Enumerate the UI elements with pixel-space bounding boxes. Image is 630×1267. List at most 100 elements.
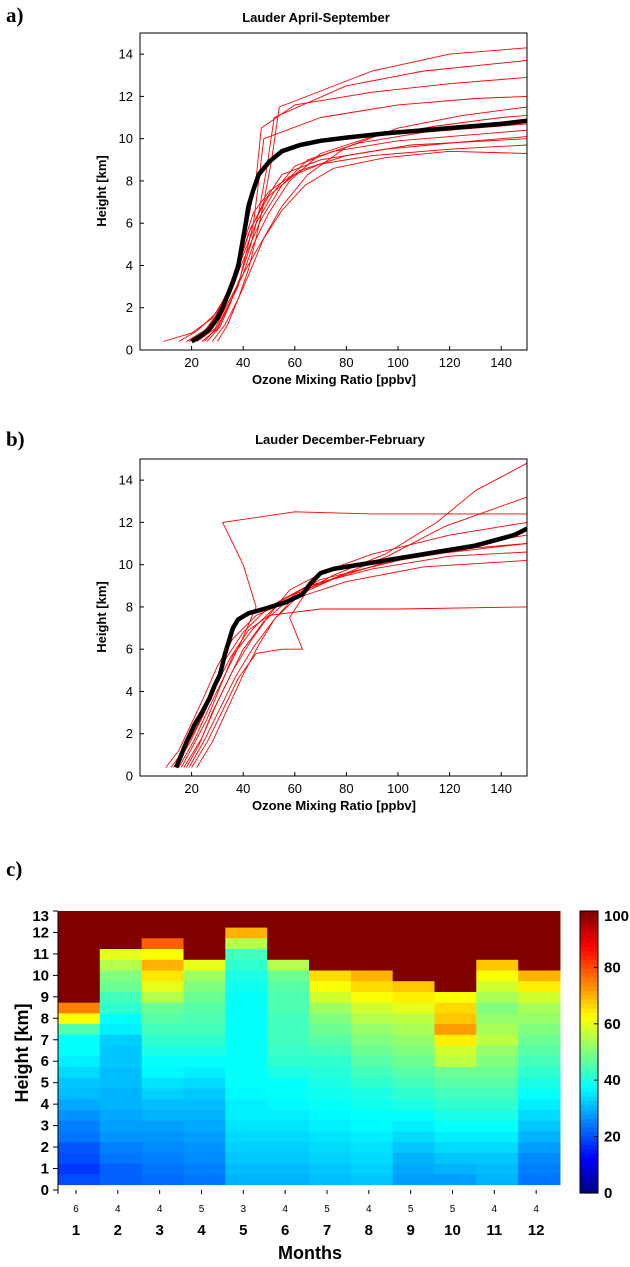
y-tick-label: 3: [41, 1118, 49, 1135]
x-tick-label: 100: [387, 781, 409, 796]
x-tick-label: 40: [236, 355, 250, 370]
heatmap-cell: [99, 959, 143, 971]
heatmap-cell: [350, 1141, 394, 1153]
heatmap-cell: [183, 1045, 226, 1057]
ozone-profile-line-4: [186, 534, 527, 768]
colorbar-swatch: [580, 1091, 598, 1097]
heatmap-cell: [58, 1109, 101, 1121]
heatmap-cell: [141, 948, 184, 960]
heatmap-cell: [267, 1120, 310, 1132]
ozone-profile-line-10: [217, 47, 527, 342]
ozone-profile-line-7: [178, 511, 527, 768]
heatmap-cell: [58, 1055, 101, 1068]
month-label: 9: [406, 1222, 414, 1239]
heatmap-cell: [518, 1173, 561, 1186]
month-label: 3: [155, 1222, 163, 1239]
heatmap-cell: [518, 1077, 561, 1089]
heatmap-cell: [99, 1131, 143, 1143]
y-tick-label: 9: [41, 989, 49, 1006]
colorbar-swatch: [580, 1100, 598, 1106]
colorbar-swatch: [580, 1153, 598, 1159]
heatmap-cell: [58, 927, 101, 939]
ozone-profile-line-8: [191, 76, 527, 342]
ozone-profile-line-2: [170, 551, 527, 768]
heatmap-cell: [434, 1045, 477, 1057]
profile-count-label: 5: [450, 1204, 456, 1215]
heatmap-cell: [518, 1098, 561, 1110]
colorbar-swatch: [580, 1140, 598, 1146]
heatmap-cell: [392, 1088, 435, 1100]
colorbar-swatch: [580, 1074, 598, 1079]
heatmap-cell: [267, 980, 310, 992]
xlabel-b: Ozone Mixing Ratio [ppbv]: [252, 798, 416, 813]
heatmap-cell: [58, 1045, 101, 1057]
heatmap-cell: [58, 1098, 101, 1110]
heatmap-cell: [267, 1141, 310, 1153]
colorbar-swatch: [580, 1188, 598, 1194]
heatmap-cell: [99, 948, 143, 960]
colorbar-tick-label: 40: [604, 1072, 621, 1089]
heatmap-cell: [518, 1109, 561, 1121]
y-tick-label: 7: [41, 1032, 49, 1049]
heatmap-cell: [476, 1023, 519, 1035]
heatmap-cell: [267, 937, 310, 949]
heatmap-cell: [225, 1173, 268, 1186]
heatmap-cell: [183, 1109, 226, 1121]
heatmap-cell: [58, 948, 101, 960]
heatmap-cell: [99, 937, 143, 949]
xlabel-a: Ozone Mixing Ratio [ppbv]: [252, 372, 416, 387]
heatmap-cell: [267, 1088, 310, 1100]
x-tick-label: 60: [288, 355, 302, 370]
profile-count-label: 4: [282, 1204, 288, 1215]
heatmap-cell: [434, 1055, 477, 1068]
heatmap-cell: [476, 1045, 519, 1057]
heatmap-cell: [518, 937, 561, 949]
heatmap-cell: [58, 1066, 101, 1078]
heatmap-cell: [183, 959, 226, 971]
heatmap-cell: [476, 911, 519, 928]
heatmap-cell: [350, 1120, 394, 1132]
heatmap-cell: [99, 1088, 143, 1100]
heatmap-cell: [476, 1012, 519, 1025]
heatmap-cell: [518, 1088, 561, 1100]
heatmap-cell: [476, 970, 519, 982]
profile-count-label: 6: [73, 1204, 79, 1215]
profile-count-label: 5: [199, 1204, 205, 1215]
heatmap-cell: [225, 948, 268, 960]
heatmap-cell: [434, 911, 477, 928]
colorbar-swatch: [580, 1056, 598, 1062]
heatmap-cell: [476, 937, 519, 949]
heatmap-cell: [434, 1012, 477, 1025]
heatmap-cell: [225, 1034, 268, 1046]
heatmap-cell: [183, 1131, 226, 1143]
profile-count-label: 5: [324, 1204, 330, 1215]
heatmap-cell: [141, 959, 184, 971]
heatmap-cell: [58, 1173, 101, 1186]
heatmap-cell: [267, 1163, 310, 1175]
y-tick-label: 12: [32, 924, 49, 941]
title-b: Lauder December-February: [255, 432, 426, 447]
heatmap-cell: [225, 980, 268, 992]
heatmap-cell: [392, 1109, 435, 1121]
y-tick-label: 4: [126, 684, 133, 699]
heatmap-cell: [518, 1131, 561, 1143]
heatmap-cell: [141, 980, 184, 992]
colorbar-swatch: [580, 977, 598, 983]
heatmap-cell: [392, 1131, 435, 1143]
heatmap-cell: [225, 1055, 268, 1068]
heatmap-cell: [476, 1077, 519, 1089]
heatmap-cell: [309, 1034, 352, 1046]
heatmap-cell: [99, 1002, 143, 1014]
heatmap-cell: [141, 970, 184, 982]
heatmap-cell: [58, 1120, 101, 1132]
heatmap-cell: [392, 970, 435, 982]
month-label: 8: [365, 1222, 373, 1239]
heatmap-cell: [518, 1002, 561, 1014]
colorbar-swatch: [580, 1162, 598, 1168]
colorbar-swatch: [580, 985, 598, 991]
colorbar-tick-label: 20: [604, 1129, 621, 1146]
heatmap-cell: [392, 911, 435, 928]
heatmap-cell: [309, 1120, 352, 1132]
heatmap-cell: [392, 1023, 435, 1035]
colorbar-swatch: [580, 1012, 598, 1018]
